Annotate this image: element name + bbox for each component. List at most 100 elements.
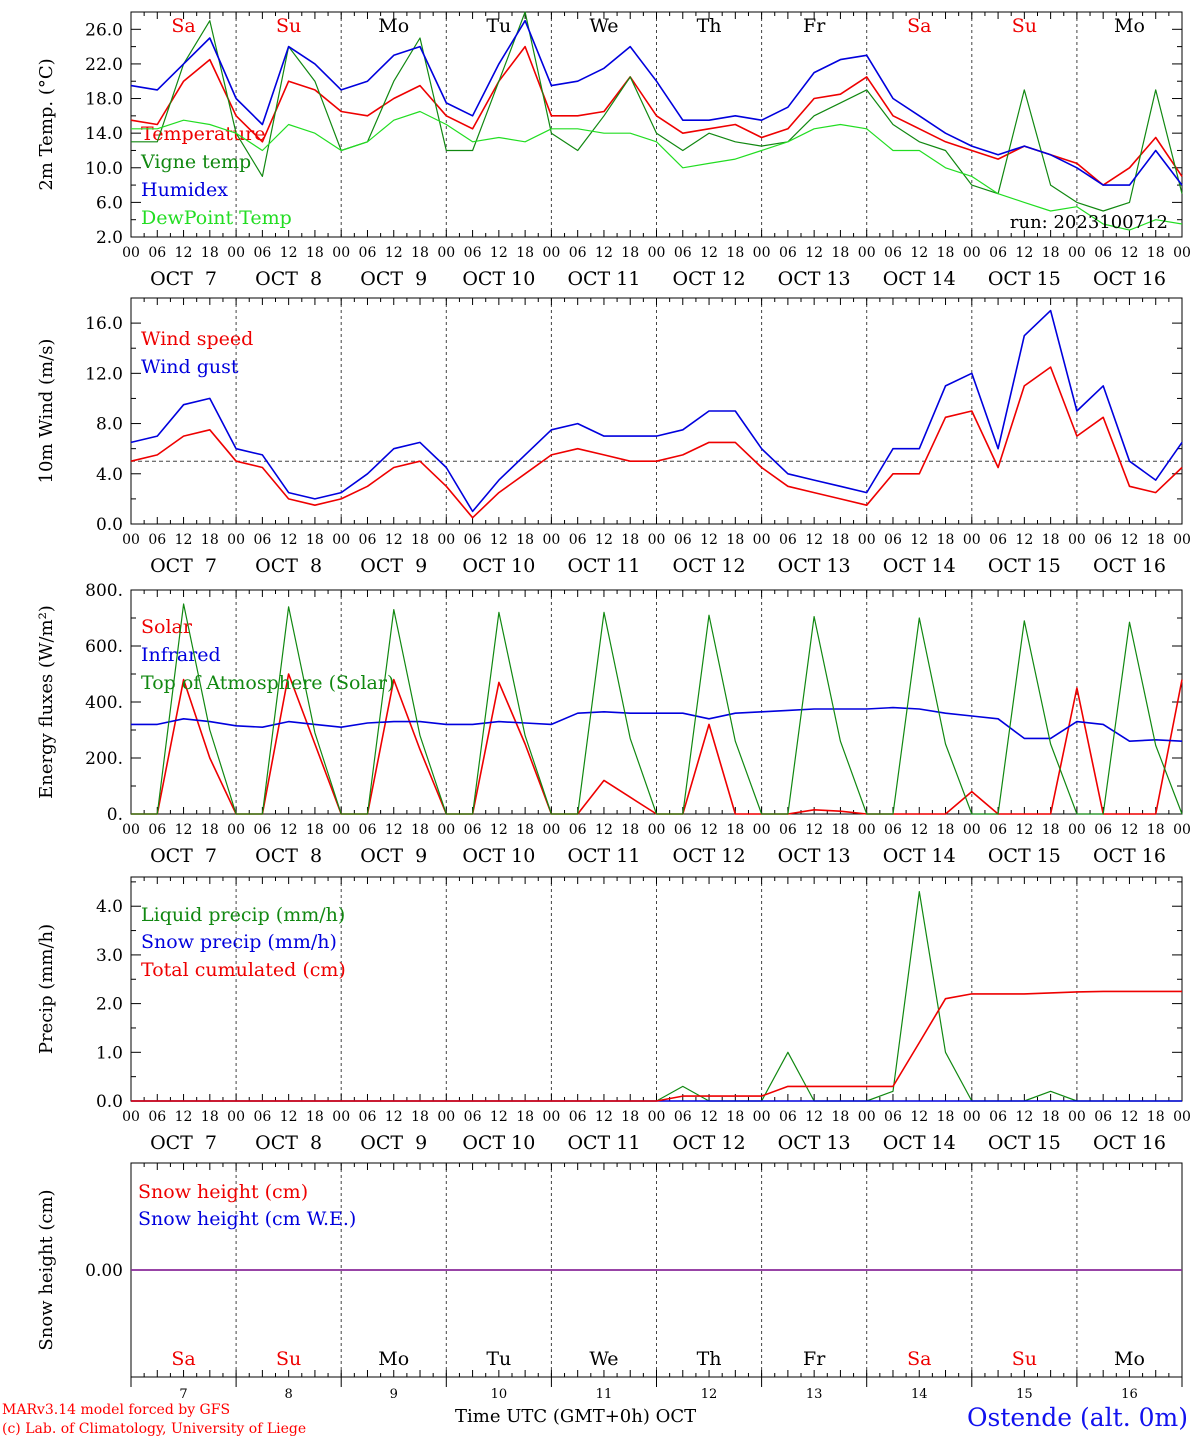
hour-tick-label: 18 xyxy=(832,532,850,548)
hour-tick-label: 18 xyxy=(411,1109,429,1125)
hour-tick-label: 12 xyxy=(910,1109,928,1125)
hour-tick-label: 06 xyxy=(779,822,797,838)
hour-tick-label: 06 xyxy=(779,532,797,548)
y-tick-label: 2.0 xyxy=(96,995,123,1015)
date-label: OCT 14 xyxy=(883,555,956,577)
hour-tick-label: 12 xyxy=(910,245,928,261)
y-tick-label: 800. xyxy=(85,581,123,601)
hour-tick-label: 00 xyxy=(753,1109,771,1125)
hour-tick-label: 00 xyxy=(858,532,876,548)
hour-tick-label: 12 xyxy=(490,532,508,548)
hour-tick-label: 06 xyxy=(464,245,482,261)
hour-tick-label: 00 xyxy=(542,532,560,548)
hour-tick-label: 06 xyxy=(779,1109,797,1125)
legend-entry: Wind gust xyxy=(141,356,239,378)
hour-tick-label: 18 xyxy=(516,532,534,548)
date-label: OCT 10 xyxy=(462,1132,535,1154)
weekday-label: Su xyxy=(276,15,301,37)
weekday-label: Mo xyxy=(1114,1348,1145,1370)
station-name: Ostende (alt. 0m) xyxy=(967,1403,1188,1432)
run-label: run: 2023100712 xyxy=(1010,212,1168,233)
date-label: OCT 15 xyxy=(988,845,1061,867)
hour-tick-label: 18 xyxy=(411,245,429,261)
hour-tick-label: 18 xyxy=(621,1109,639,1125)
weekday-label: Th xyxy=(697,15,722,37)
hour-tick-label: 12 xyxy=(1015,532,1033,548)
hour-tick-label: 00 xyxy=(227,822,245,838)
weekday-label: Th xyxy=(697,1348,722,1370)
date-label: OCT 10 xyxy=(462,555,535,577)
y-tick-label: 0. xyxy=(107,805,123,825)
hour-tick-label: 18 xyxy=(832,1109,850,1125)
day-number-label: 8 xyxy=(285,1387,293,1402)
date-label: OCT 15 xyxy=(988,268,1061,290)
hour-tick-label: 06 xyxy=(989,532,1007,548)
hour-tick-label: 12 xyxy=(1015,1109,1033,1125)
weekday-label: Su xyxy=(1012,15,1037,37)
hour-tick-label: 06 xyxy=(253,822,271,838)
date-label: OCT 13 xyxy=(778,268,851,290)
hour-tick-label: 12 xyxy=(1121,1109,1139,1125)
weekday-label: Fr xyxy=(803,15,826,37)
hour-tick-label: 00 xyxy=(542,822,560,838)
hour-tick-label: 12 xyxy=(1015,245,1033,261)
hour-tick-label: 00 xyxy=(437,822,455,838)
hour-tick-label: 12 xyxy=(175,245,193,261)
weekday-label: Tu xyxy=(486,1348,511,1370)
hour-tick-label: 06 xyxy=(884,822,902,838)
weekday-label: Su xyxy=(1012,1348,1037,1370)
hour-tick-label: 12 xyxy=(385,245,403,261)
date-label: OCT 15 xyxy=(988,1132,1061,1154)
hour-tick-label: 18 xyxy=(621,245,639,261)
y-tick-label: 10.0 xyxy=(85,159,123,179)
hour-tick-label: 18 xyxy=(1147,822,1165,838)
date-label: OCT 14 xyxy=(883,1132,956,1154)
y-tick-label: 400. xyxy=(85,693,123,713)
hour-tick-label: 12 xyxy=(175,822,193,838)
hour-tick-label: 12 xyxy=(805,532,823,548)
date-label: OCT 14 xyxy=(883,268,956,290)
hour-tick-label: 12 xyxy=(385,822,403,838)
hour-tick-label: 12 xyxy=(280,532,298,548)
hour-tick-label: 00 xyxy=(332,532,350,548)
y-tick-label: 200. xyxy=(85,749,123,769)
hour-tick-label: 18 xyxy=(306,532,324,548)
date-label: OCT 11 xyxy=(567,268,640,290)
date-label: OCT 7 xyxy=(150,555,217,577)
hour-tick-label: 18 xyxy=(1147,532,1165,548)
hour-tick-label: 00 xyxy=(1173,822,1191,838)
hour-tick-label: 12 xyxy=(1121,245,1139,261)
hour-tick-label: 06 xyxy=(569,1109,587,1125)
hour-tick-label: 00 xyxy=(648,245,666,261)
hour-tick-label: 06 xyxy=(674,822,692,838)
y-tick-label: 1.0 xyxy=(96,1043,123,1063)
y-tick-label: 4.0 xyxy=(96,897,123,917)
hour-tick-label: 00 xyxy=(542,245,560,261)
hour-tick-label: 00 xyxy=(1173,1109,1191,1125)
day-number-label: 9 xyxy=(390,1387,398,1402)
date-label: OCT 9 xyxy=(360,555,427,577)
date-label: OCT 12 xyxy=(673,268,746,290)
hour-tick-label: 12 xyxy=(595,1109,613,1125)
hour-tick-label: 06 xyxy=(884,1109,902,1125)
weekday-label: We xyxy=(589,15,618,37)
hour-tick-label: 18 xyxy=(306,822,324,838)
hour-tick-label: 06 xyxy=(674,245,692,261)
hour-tick-label: 18 xyxy=(937,245,955,261)
date-label: OCT 8 xyxy=(255,555,322,577)
legend-entry: Snow height (cm) xyxy=(138,1181,308,1203)
y-axis-label: 10m Wind (m/s) xyxy=(36,339,57,484)
hour-tick-label: 18 xyxy=(201,532,219,548)
hour-tick-label: 18 xyxy=(726,245,744,261)
date-label: OCT 8 xyxy=(255,268,322,290)
date-label: OCT 11 xyxy=(567,845,640,867)
legend-entry: Infrared xyxy=(141,644,221,666)
day-number-label: 12 xyxy=(701,1387,718,1402)
hour-tick-label: 18 xyxy=(201,822,219,838)
hour-tick-label: 06 xyxy=(1094,822,1112,838)
hour-tick-label: 18 xyxy=(937,532,955,548)
hour-tick-label: 18 xyxy=(306,1109,324,1125)
hour-tick-label: 06 xyxy=(569,532,587,548)
hour-tick-label: 12 xyxy=(700,822,718,838)
legend-entry: Solar xyxy=(141,616,193,638)
